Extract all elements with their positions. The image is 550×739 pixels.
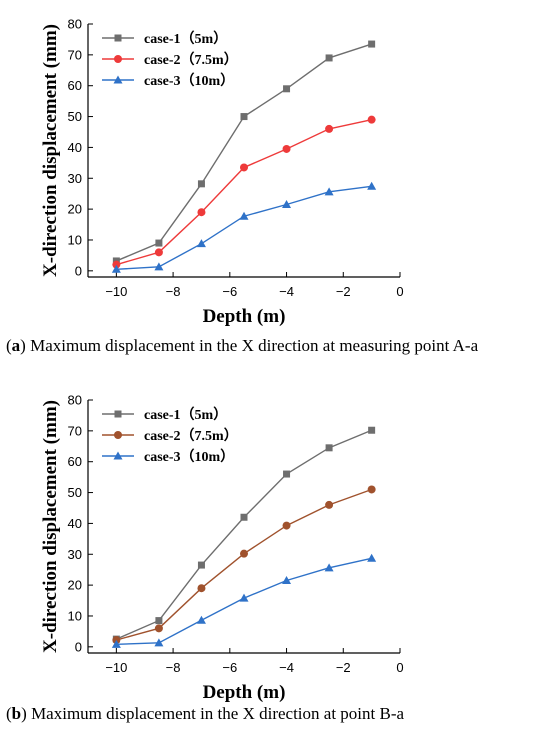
y-axis-title: X-direction displacement (mm) [40,24,61,277]
data-point-case-2 [282,521,291,530]
data-point-case-1 [368,40,376,48]
data-point-case-3 [111,639,121,648]
data-point-case-3 [324,187,334,196]
data-point-case-1 [283,470,291,478]
legend-marker-2 [114,55,122,63]
data-point-case-1 [240,513,248,521]
x-axis-title: Depth (m) [203,682,286,703]
data-point-case-2 [325,500,334,509]
x-tick-label: −6 [222,284,237,299]
data-point-case-3 [239,593,249,602]
data-point-case-3 [154,638,164,647]
chart-b-svg: 0 10 20 30 40 50 60 70 80 −10 −8 −6 −4 −2 0 Depth (m) X-… [40,393,404,704]
data-point-case-3 [196,615,206,624]
legend-label-2: case-2（7.5m） [144,428,238,444]
data-point-case-3 [282,575,292,584]
x-tick-label: −8 [166,284,181,299]
data-point-case-1 [197,561,205,569]
legend-label-3: case-3（10m） [144,73,234,89]
y-tick-label: 80 [68,17,82,32]
chart-panel-a: 0 10 20 30 40 50 60 70 80 −10 −8 −6 −4 −2 0 Depth (m) X-… [6,17,479,356]
x-axis-title: Depth (m) [203,306,286,327]
x-tick-label: −6 [222,660,237,675]
y-tick-label: 60 [68,454,82,469]
y-tick-label: 20 [68,578,82,593]
data-point-case-2 [197,208,206,217]
legend-label-1: case-1（5m） [144,407,227,423]
data-point-case-1 [197,180,205,188]
series-line-2 [116,118,372,266]
y-tick-label: 20 [68,202,82,217]
data-point-case-2 [282,144,291,153]
x-tick-label: −8 [166,660,181,675]
data-point-case-2 [240,163,248,172]
y-tick-label: 40 [68,516,82,531]
y-tick-label: 10 [68,232,82,247]
data-point-case-1 [325,54,333,62]
series-line-2 [116,488,372,641]
x-tick-label: 0 [396,284,403,299]
y-tick-label: 40 [68,140,82,155]
y-tick-label: 50 [68,485,82,500]
data-point-case-2 [154,248,163,257]
data-point-case-2 [325,124,334,133]
caption-a: (a) Maximum displacement in the X direct… [6,336,479,355]
data-point-case-1 [325,444,333,452]
caption-a-label: a [11,336,21,355]
y-tick-label: 10 [68,608,82,623]
caption-a-text: Maximum displacement in the X direction … [30,336,479,355]
data-point-case-2 [112,260,121,269]
series-line-3 [116,185,372,270]
x-tick-label: −2 [336,660,351,675]
legend-marker-3 [113,75,123,84]
data-point-case-1 [155,239,163,247]
caption-b: (b) Maximum displacement in the X direct… [6,704,405,723]
data-point-case-1 [155,617,163,625]
data-point-case-3 [154,262,164,271]
caption-b-label: b [11,704,22,723]
legend-marker-1 [114,34,122,42]
data-point-case-3 [196,239,206,248]
data-point-case-3 [367,553,377,562]
data-point-case-3 [239,211,249,220]
data-point-case-3 [367,181,377,190]
x-tick-label: −4 [279,284,294,299]
x-tick-label: −10 [105,660,127,675]
y-tick-label: 30 [68,171,82,186]
data-point-case-1 [240,113,248,121]
y-tick-label: 50 [68,109,82,124]
y-tick-label: 70 [68,47,82,62]
y-tick-label: 80 [68,393,82,408]
data-point-case-2 [197,584,206,593]
legend-label-2: case-2（7.5m） [144,52,238,68]
y-tick-label: 0 [75,639,82,654]
chart-a-svg: 0 10 20 30 40 50 60 70 80 −10 −8 −6 −4 −2 0 Depth (m) X-… [40,17,404,328]
legend-label-1: case-1（5m） [144,31,227,47]
legend-marker-3 [113,451,123,460]
y-tick-label: 60 [68,78,82,93]
data-point-case-2 [154,624,163,633]
legend-marker-1 [114,410,122,418]
legend-marker-2 [114,431,122,439]
data-point-case-3 [111,264,121,273]
y-tick-label: 70 [68,423,82,438]
data-point-case-2 [367,115,376,124]
x-tick-label: −10 [105,284,127,299]
caption-b-text: Maximum displacement in the X direction … [31,704,405,723]
x-tick-label: −2 [336,284,351,299]
x-tick-label: 0 [396,660,403,675]
data-point-case-1 [368,426,376,434]
data-point-case-1 [283,85,291,93]
data-point-case-3 [324,563,334,572]
x-tick-label: −4 [279,660,294,675]
y-tick-label: 0 [75,263,82,278]
y-tick-label: 30 [68,547,82,562]
data-point-case-2 [367,485,376,494]
data-point-case-3 [282,199,292,208]
y-axis-title: X-direction displacement (mm) [40,400,61,653]
chart-panel-b: 0 10 20 30 40 50 60 70 80 −10 −8 −6 −4 −2 0 Depth (m) X-… [0,370,550,739]
data-point-case-2 [240,549,248,558]
legend-label-3: case-3（10m） [144,449,234,465]
